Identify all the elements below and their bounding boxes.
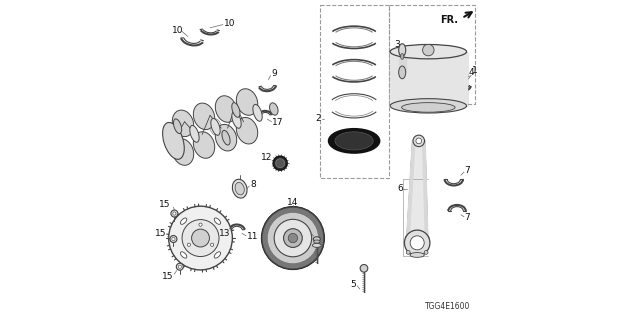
Ellipse shape [222,130,230,145]
Text: 3: 3 [394,40,400,49]
Ellipse shape [401,53,404,59]
Text: 9: 9 [271,69,277,78]
Ellipse shape [390,99,467,113]
Ellipse shape [193,103,215,130]
Text: 2: 2 [316,114,321,123]
Ellipse shape [190,125,199,142]
Text: 1: 1 [472,66,477,75]
Circle shape [169,206,232,270]
Ellipse shape [163,123,184,159]
Text: FR.: FR. [440,15,459,25]
Ellipse shape [214,252,221,258]
Text: 4: 4 [468,68,474,77]
Polygon shape [406,141,415,243]
Circle shape [170,236,177,243]
Circle shape [274,219,312,257]
Circle shape [178,265,181,268]
Circle shape [410,236,424,250]
Circle shape [211,243,214,246]
Ellipse shape [172,110,194,137]
Text: 15: 15 [155,229,166,238]
Circle shape [262,207,324,269]
Ellipse shape [236,89,258,115]
Polygon shape [422,141,428,243]
Text: 11: 11 [246,232,258,241]
Text: 7: 7 [465,213,470,222]
Ellipse shape [232,111,241,128]
Circle shape [288,233,298,243]
Text: 16: 16 [298,226,309,235]
Ellipse shape [169,132,178,149]
Circle shape [273,156,287,170]
Ellipse shape [193,132,215,158]
Ellipse shape [173,119,182,133]
Text: 12: 12 [261,153,272,162]
Text: 14: 14 [287,198,299,207]
Circle shape [182,220,219,257]
Circle shape [199,223,202,226]
Polygon shape [399,50,406,72]
Ellipse shape [410,252,424,257]
Circle shape [284,229,302,247]
Circle shape [188,243,191,246]
Circle shape [171,210,178,217]
Ellipse shape [269,103,278,115]
Polygon shape [408,141,427,243]
Text: 8: 8 [250,180,255,189]
Text: 13: 13 [219,229,230,238]
Circle shape [172,237,175,241]
Text: TGG4E1600: TGG4E1600 [425,302,470,311]
Text: 4: 4 [403,48,408,57]
Ellipse shape [328,129,380,153]
Text: 5: 5 [350,280,356,289]
Ellipse shape [253,104,262,121]
Ellipse shape [401,103,455,112]
Ellipse shape [235,182,244,195]
Ellipse shape [232,179,247,198]
Circle shape [276,159,285,168]
Ellipse shape [390,44,467,59]
Ellipse shape [314,237,320,241]
Ellipse shape [180,252,187,258]
Ellipse shape [215,124,237,151]
Ellipse shape [335,132,373,150]
Ellipse shape [232,103,240,117]
Bar [388,5,474,104]
Circle shape [191,229,209,247]
Circle shape [416,138,422,144]
Ellipse shape [211,118,220,135]
Ellipse shape [314,240,320,243]
Text: 10: 10 [223,20,235,28]
Circle shape [422,44,434,56]
Ellipse shape [215,96,237,122]
Ellipse shape [236,117,258,144]
Text: 10: 10 [172,26,183,35]
Circle shape [404,230,430,256]
Circle shape [413,135,424,147]
Polygon shape [390,52,467,106]
Ellipse shape [399,44,406,56]
Text: 17: 17 [272,118,284,127]
Text: 7: 7 [465,166,470,175]
Ellipse shape [399,66,406,79]
Circle shape [176,263,183,270]
Text: 15: 15 [162,272,173,281]
Ellipse shape [172,139,194,165]
Circle shape [424,251,428,254]
Circle shape [406,251,410,254]
Circle shape [173,212,176,215]
Circle shape [360,265,368,272]
Bar [320,5,388,178]
Text: 15: 15 [159,200,170,209]
Ellipse shape [180,218,187,224]
Ellipse shape [214,218,221,224]
Ellipse shape [312,244,321,247]
Text: 6: 6 [397,184,403,193]
